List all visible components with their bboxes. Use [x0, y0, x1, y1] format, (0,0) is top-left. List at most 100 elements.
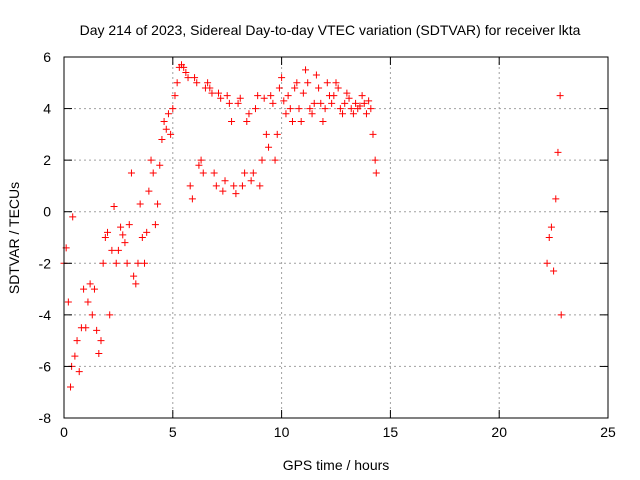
y-tick-label: 2	[43, 152, 51, 168]
data-point	[145, 187, 153, 195]
data-point	[275, 84, 283, 92]
data-point	[271, 156, 279, 164]
data-point	[547, 223, 555, 231]
y-tick-label: -2	[39, 255, 52, 271]
y-tick-label: -4	[39, 307, 52, 323]
data-point	[127, 169, 135, 177]
data-point	[121, 239, 129, 247]
data-point	[208, 89, 216, 97]
data-point	[343, 89, 351, 97]
data-point	[164, 110, 172, 118]
x-tick-label: 5	[169, 424, 177, 440]
data-point	[197, 156, 205, 164]
x-tick-label: 10	[274, 424, 290, 440]
data-point	[104, 228, 112, 236]
data-point	[71, 352, 79, 360]
data-point	[317, 99, 325, 107]
data-point	[367, 105, 375, 113]
data-point	[184, 74, 192, 82]
data-point	[110, 203, 118, 211]
data-point	[365, 97, 373, 105]
data-point	[158, 136, 166, 144]
data-point	[112, 259, 120, 267]
data-point	[328, 99, 336, 107]
data-point	[238, 182, 246, 190]
data-point	[304, 79, 312, 87]
data-point	[195, 161, 203, 169]
y-tick-label: 6	[43, 49, 51, 65]
data-point	[119, 231, 127, 239]
data-point	[543, 259, 551, 267]
x-tick-label: 15	[383, 424, 399, 440]
data-point	[141, 259, 149, 267]
data-point	[171, 92, 179, 100]
data-point	[241, 169, 249, 177]
data-point	[149, 169, 157, 177]
data-point	[64, 298, 72, 306]
data-point	[130, 272, 138, 280]
data-point	[352, 99, 360, 107]
data-point	[269, 99, 277, 107]
data-point	[95, 350, 103, 358]
data-point	[334, 84, 342, 92]
data-point	[160, 117, 168, 125]
data-point	[372, 169, 380, 177]
data-point	[308, 110, 316, 118]
grid-lines	[64, 57, 608, 418]
axis-ticks	[63, 56, 609, 419]
data-point	[106, 311, 114, 319]
data-point	[101, 234, 109, 241]
data-point	[188, 195, 196, 203]
data-point	[80, 285, 88, 293]
data-point	[162, 125, 170, 133]
data-point	[245, 110, 253, 118]
data-point	[258, 156, 266, 164]
data-points	[60, 61, 565, 391]
data-point	[345, 94, 353, 102]
data-point	[84, 298, 92, 306]
data-point	[221, 177, 229, 185]
data-point	[182, 68, 190, 76]
data-point	[206, 84, 214, 92]
data-point	[210, 169, 218, 177]
data-point	[545, 234, 553, 241]
data-point	[147, 156, 155, 164]
data-point	[90, 285, 98, 293]
data-point	[204, 79, 212, 87]
data-point	[312, 71, 320, 79]
data-point	[108, 246, 116, 254]
data-point	[256, 182, 264, 190]
plot-frame	[63, 56, 609, 419]
data-point	[556, 92, 564, 100]
data-point	[114, 246, 122, 254]
data-point	[265, 143, 273, 151]
data-point	[217, 94, 225, 102]
data-point	[554, 148, 562, 156]
data-point	[243, 117, 251, 125]
data-point	[291, 84, 299, 92]
data-point	[251, 105, 259, 113]
data-point	[280, 97, 288, 105]
data-point	[82, 324, 90, 332]
data-point	[295, 105, 303, 113]
data-point	[125, 221, 133, 229]
data-point	[557, 311, 565, 319]
data-point	[88, 311, 96, 319]
data-point	[347, 105, 355, 113]
data-point	[136, 200, 144, 208]
data-point	[230, 182, 238, 190]
data-point	[214, 89, 222, 97]
data-point	[180, 63, 188, 71]
data-point	[225, 99, 233, 107]
data-point	[123, 259, 131, 267]
data-point	[247, 177, 255, 185]
data-point	[97, 337, 105, 345]
data-point	[356, 102, 364, 110]
data-point	[138, 234, 146, 241]
data-point	[151, 221, 159, 229]
data-point	[552, 195, 560, 203]
data-point	[228, 117, 236, 125]
data-point	[143, 228, 151, 236]
data-point	[260, 94, 268, 102]
